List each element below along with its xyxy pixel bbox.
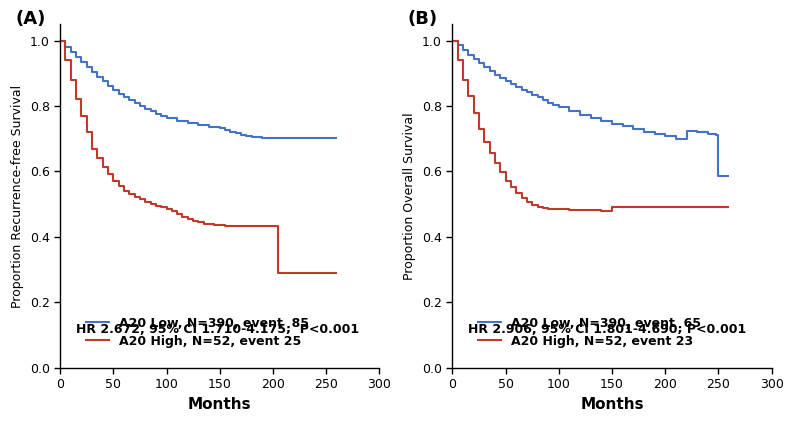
Legend: A20 Low, N=390, event  65, A20 High, N=52, event 23: A20 Low, N=390, event 65, A20 High, N=52… xyxy=(475,313,704,352)
Text: HR 2.672, 95% CI 1.710-4.175;  P<0.001: HR 2.672, 95% CI 1.710-4.175; P<0.001 xyxy=(76,323,359,336)
Legend: A20 Low, N=390, event  85, A20 High, N=52, event 25: A20 Low, N=390, event 85, A20 High, N=52… xyxy=(83,313,312,352)
Y-axis label: Proportion Recurrence-free Survival: Proportion Recurrence-free Survival xyxy=(11,85,24,308)
Text: (A): (A) xyxy=(15,11,46,28)
Text: (B): (B) xyxy=(408,11,438,28)
X-axis label: Months: Months xyxy=(580,397,644,412)
Y-axis label: Proportion Overall Survival: Proportion Overall Survival xyxy=(403,112,417,280)
Text: HR 2.906, 95% CI 1.801-4.690; P<0.001: HR 2.906, 95% CI 1.801-4.690; P<0.001 xyxy=(468,323,747,336)
X-axis label: Months: Months xyxy=(188,397,251,412)
